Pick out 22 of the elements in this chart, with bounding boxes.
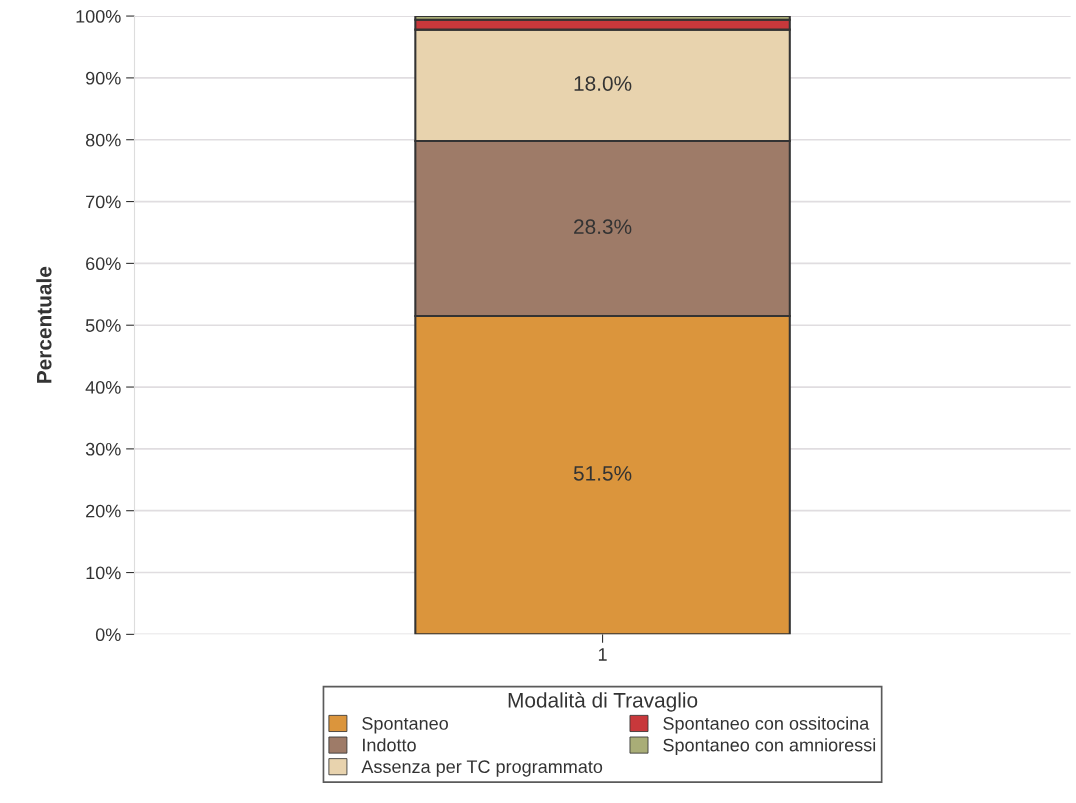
y-tick-label: 80% bbox=[85, 133, 121, 147]
y-tick-label: 50% bbox=[85, 319, 121, 332]
y-tick-label: 100% bbox=[76, 9, 121, 23]
y-tick-label: 20% bbox=[86, 504, 121, 518]
data-label: 51.5% bbox=[573, 466, 632, 481]
legend-title: Modalità di Travaglio bbox=[508, 692, 698, 712]
y-tick-label: 30% bbox=[85, 442, 121, 456]
data-label: 28.3% bbox=[574, 219, 632, 235]
y-tick-label: 10% bbox=[86, 566, 121, 580]
legend-label: Indotto bbox=[363, 738, 416, 752]
legend-label: Assenza per TC programmato bbox=[361, 760, 603, 777]
x-tick-label: 1 bbox=[598, 648, 607, 661]
y-tick-label: 40% bbox=[85, 380, 121, 394]
legend-label: Spontaneo bbox=[362, 717, 448, 734]
data-label: 18.0% bbox=[574, 76, 632, 91]
y-tick-label: 70% bbox=[86, 195, 121, 209]
legend-label: Spontaneo con amnioressi bbox=[663, 738, 876, 755]
y-tick-label: 90% bbox=[86, 71, 121, 85]
y-tick-label: 0% bbox=[95, 628, 121, 642]
y-axis-title: Percentuale bbox=[36, 266, 52, 383]
legend-label: Spontaneo con ossitocina bbox=[663, 716, 870, 734]
y-tick-label: 60% bbox=[86, 257, 121, 271]
